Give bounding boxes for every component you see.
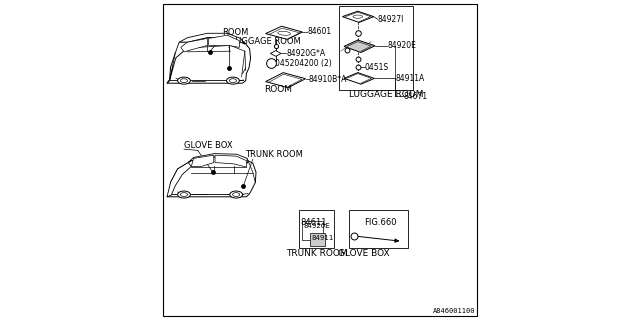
Text: ROOM: ROOM bbox=[223, 28, 249, 37]
Polygon shape bbox=[167, 157, 256, 197]
Polygon shape bbox=[266, 73, 306, 88]
Polygon shape bbox=[344, 40, 375, 52]
Text: 84601: 84601 bbox=[307, 28, 332, 36]
Bar bbox=[302, 221, 323, 240]
Polygon shape bbox=[209, 35, 239, 47]
Text: 84920G*A: 84920G*A bbox=[287, 49, 326, 58]
Polygon shape bbox=[167, 163, 191, 197]
Ellipse shape bbox=[353, 15, 362, 18]
Polygon shape bbox=[167, 37, 251, 83]
Text: TRUNK ROOM: TRUNK ROOM bbox=[286, 249, 348, 258]
Polygon shape bbox=[167, 42, 187, 83]
Text: 84927I: 84927I bbox=[378, 15, 404, 24]
Text: FIG.660: FIG.660 bbox=[364, 218, 397, 227]
Text: GLOVE BOX: GLOVE BOX bbox=[339, 249, 390, 258]
Ellipse shape bbox=[230, 191, 243, 198]
Ellipse shape bbox=[227, 77, 239, 84]
Ellipse shape bbox=[278, 31, 291, 35]
Text: LUGGAGE ROOM: LUGGAGE ROOM bbox=[231, 37, 301, 46]
Bar bbox=[310, 233, 325, 246]
Text: 84920E: 84920E bbox=[388, 41, 417, 50]
Ellipse shape bbox=[178, 191, 191, 198]
Polygon shape bbox=[266, 26, 302, 39]
Text: 84911: 84911 bbox=[311, 235, 333, 241]
Ellipse shape bbox=[180, 79, 188, 83]
Polygon shape bbox=[270, 51, 281, 56]
Bar bbox=[300, 210, 334, 248]
Text: 84611: 84611 bbox=[301, 218, 327, 227]
Polygon shape bbox=[188, 154, 248, 163]
Text: S: S bbox=[269, 60, 273, 66]
Ellipse shape bbox=[180, 193, 188, 196]
Polygon shape bbox=[344, 73, 374, 84]
Ellipse shape bbox=[178, 77, 191, 84]
Text: A846001100: A846001100 bbox=[433, 308, 475, 314]
Polygon shape bbox=[342, 11, 374, 22]
Text: 84920E: 84920E bbox=[303, 223, 330, 229]
Bar bbox=[349, 210, 408, 248]
Text: GLOVE BOX: GLOVE BOX bbox=[184, 141, 232, 150]
Polygon shape bbox=[215, 155, 246, 167]
Bar bbox=[339, 6, 413, 90]
Text: 84671: 84671 bbox=[403, 92, 428, 101]
Text: 84911A: 84911A bbox=[396, 74, 425, 83]
Ellipse shape bbox=[230, 79, 237, 83]
Ellipse shape bbox=[233, 193, 240, 196]
Text: ROOM: ROOM bbox=[264, 85, 292, 94]
Text: LUGGAGE ROOM: LUGGAGE ROOM bbox=[349, 90, 423, 99]
Text: TRUNK ROOM: TRUNK ROOM bbox=[245, 150, 303, 159]
Text: 0451S: 0451S bbox=[365, 63, 389, 72]
Polygon shape bbox=[181, 38, 207, 52]
Text: 045204200 (2): 045204200 (2) bbox=[275, 59, 332, 68]
Polygon shape bbox=[191, 155, 214, 166]
Polygon shape bbox=[179, 33, 245, 44]
Text: 84910B*A: 84910B*A bbox=[309, 75, 347, 84]
